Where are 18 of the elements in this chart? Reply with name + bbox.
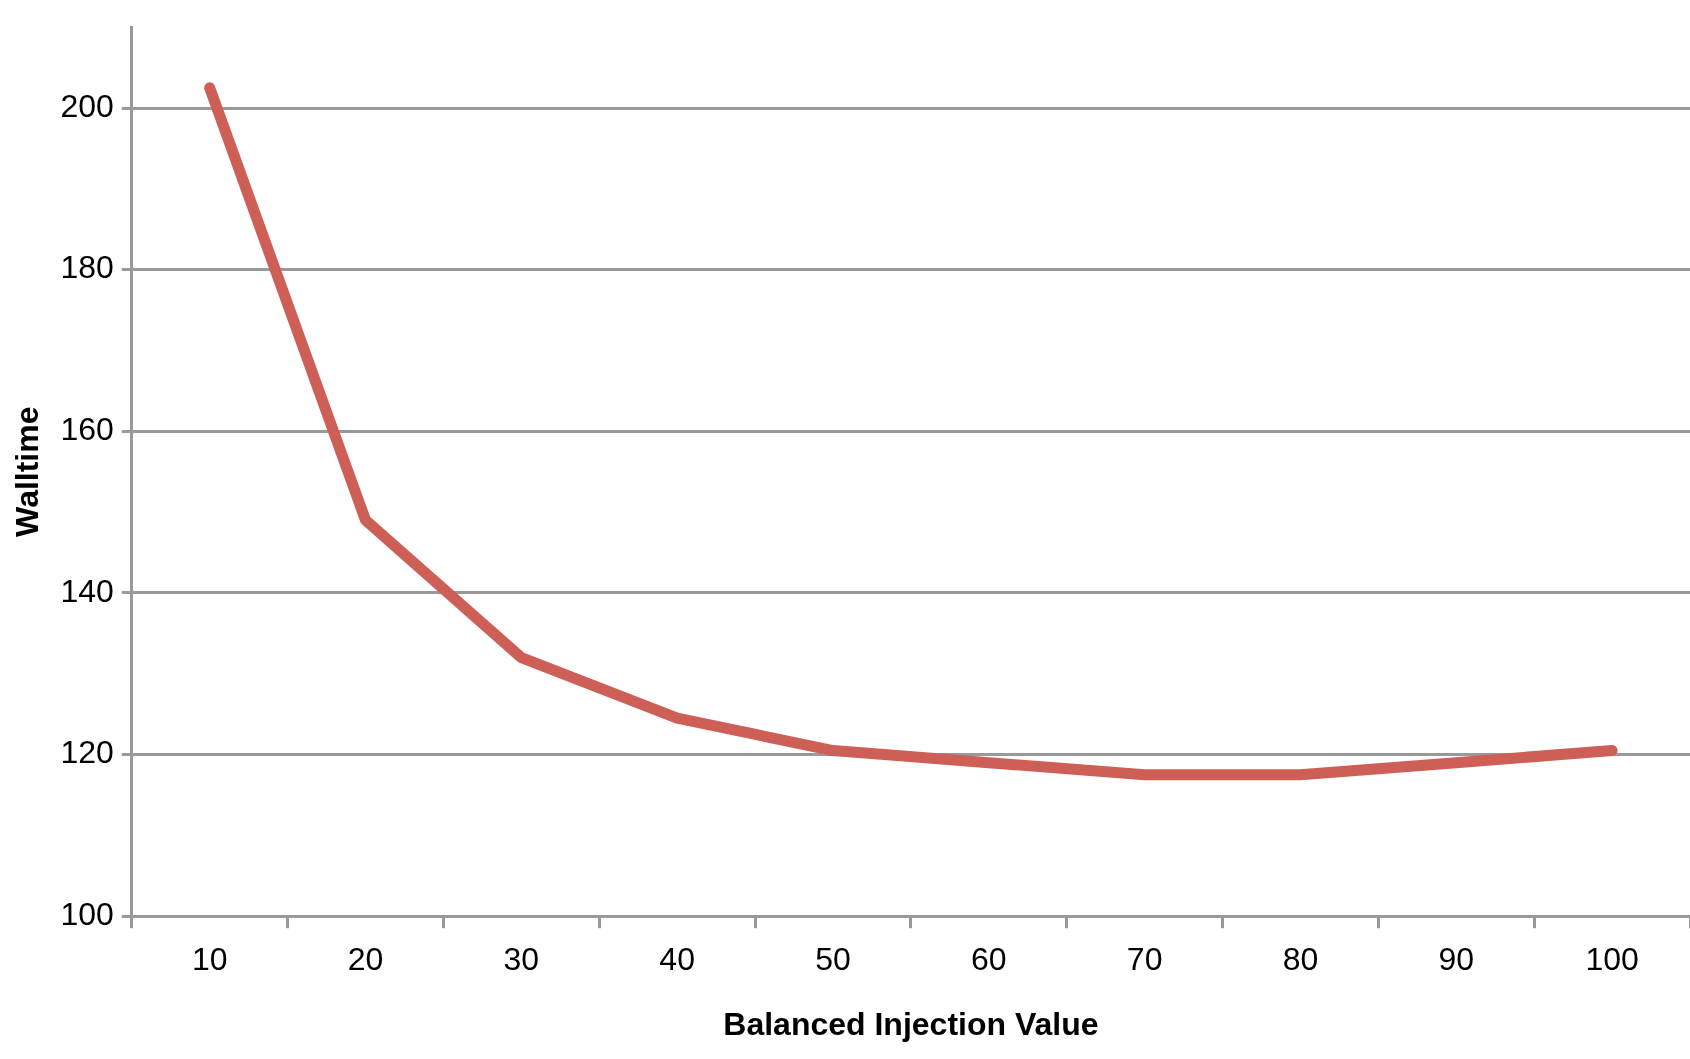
x-tick-label: 50 [815,941,851,978]
x-tick-label: 10 [191,941,228,978]
x-axis-title: Balanced Injection Value [723,1005,1099,1042]
x-tick-label: 30 [503,941,540,978]
x-tick-label: 40 [659,941,695,978]
y-tick-label: 120 [60,734,114,771]
x-tick-label: 100 [1585,941,1639,978]
y-tick-label: 140 [60,572,114,609]
y-tick-label: 160 [60,411,114,448]
y-tick-label: 180 [60,249,114,286]
x-tick-label: 20 [347,941,384,978]
x-tick-label: 90 [1438,941,1475,978]
x-tick-label: 70 [1126,941,1163,978]
y-tick-label: 100 [60,896,114,933]
y-axis-title: Walltime [9,406,46,537]
x-tick-label: 80 [1282,941,1319,978]
y-tick-label: 200 [60,87,114,124]
x-tick-label: 60 [971,941,1007,978]
